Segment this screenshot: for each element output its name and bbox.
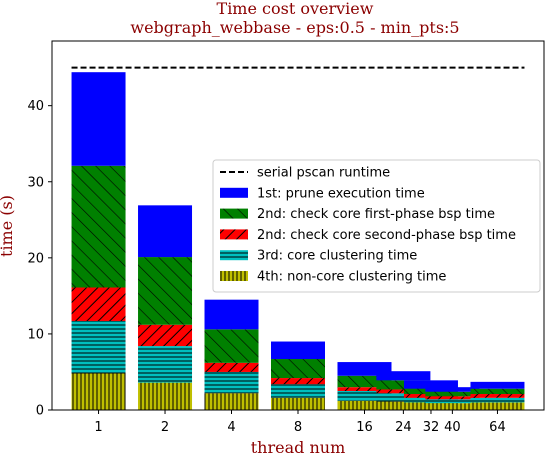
bar-segment-t24-s2: [376, 389, 431, 394]
legend-label-0: serial pscan runtime: [257, 166, 390, 181]
y-axis-ticks: 0 10 20 30 40: [27, 99, 52, 419]
x-axis-label: thread num: [251, 438, 346, 456]
bar-segment-t64-s0: [470, 402, 525, 410]
bar-segment-t64-s3: [470, 388, 525, 395]
bar-segment-t8-s3: [271, 359, 325, 379]
bar-segment-t2-s4: [138, 205, 193, 258]
bar-segment-t16-s1: [337, 390, 392, 401]
bar-segment-t24-s1: [376, 393, 431, 402]
bar-segment-t64-s4: [470, 381, 525, 389]
bar-segment-t1-s0: [71, 373, 126, 410]
bar-segment-t8-s2: [271, 378, 325, 385]
bar-segment-t64-s2: [470, 394, 525, 398]
legend-box: [212, 159, 541, 293]
bar-segment-t2-s2: [138, 324, 193, 347]
x-tick-label-8: 8: [294, 420, 302, 435]
x-tick-label-32: 32: [423, 420, 440, 435]
bar-segment-t40-s1: [425, 399, 480, 404]
y-tick-label-0: 0: [36, 404, 44, 419]
bar-segment-t2-s1: [138, 346, 193, 383]
y-tick-label-40: 40: [27, 99, 44, 114]
bars-layer: [71, 72, 525, 410]
legend-swatch-2: [220, 208, 248, 219]
bar-segment-t16-s0: [337, 400, 392, 410]
x-axis-ticks: 1 2 4 8 16 24 32 40 64: [94, 410, 506, 435]
x-tick-label-2: 2: [161, 420, 169, 435]
x-tick-label-4: 4: [227, 420, 235, 435]
legend-label-2: 2nd: check core first-phase bsp time: [257, 207, 495, 222]
bar-segment-t8-s4: [271, 341, 325, 360]
bar-segment-t16-s2: [337, 387, 392, 391]
bar-segment-t8-s0: [271, 397, 325, 410]
x-tick-label-40: 40: [444, 420, 461, 435]
x-tick-label-16: 16: [356, 420, 373, 435]
legend-swatch-3: [220, 229, 248, 240]
bar-segment-t2-s0: [138, 382, 193, 410]
x-tick-label-24: 24: [395, 420, 412, 435]
bar-segment-t40-s2: [425, 396, 480, 400]
chart-title: Time cost overview: [217, 0, 374, 18]
bar-segment-t8-s1: [271, 384, 325, 398]
bar-segment-t32-s4: [403, 380, 458, 389]
bar-segment-t4-s0: [204, 393, 259, 410]
y-tick-label-20: 20: [27, 251, 44, 266]
bar-segment-t40-s3: [425, 391, 480, 397]
bar-segment-t4-s4: [204, 299, 259, 330]
bar-segment-t24-s3: [376, 380, 431, 390]
bar-segment-t1-s3: [71, 165, 126, 288]
bar-segment-t1-s4: [71, 72, 126, 166]
legend-swatch-4: [220, 250, 248, 261]
legend-label-1: 1st: prune execution time: [257, 186, 425, 201]
x-tick-label-64: 64: [489, 420, 506, 435]
bar-segment-t40-s4: [425, 387, 480, 392]
legend: serial pscan runtime 1st: prune execution…: [212, 159, 541, 293]
legend-swatch-1: [220, 187, 248, 198]
bar-segment-t40-s0: [425, 403, 480, 410]
bar-segment-t16-s3: [337, 375, 392, 388]
bar-segment-t1-s1: [71, 320, 126, 374]
y-tick-label-10: 10: [27, 327, 44, 342]
bar-segment-t64-s1: [470, 397, 525, 403]
legend-label-4: 3rd: core clustering time: [257, 249, 417, 264]
legend-label-5: 4th: non-core clustering time: [257, 270, 446, 285]
bar-segment-t24-s4: [376, 371, 431, 381]
bar-segment-t24-s0: [376, 401, 431, 410]
bar-segment-t4-s1: [204, 371, 259, 394]
y-axis-label: time (s): [0, 195, 16, 257]
x-tick-label-1: 1: [94, 420, 102, 435]
bar-segment-t1-s2: [71, 287, 126, 321]
bar-segment-t2-s3: [138, 257, 193, 325]
legend-swatch-5: [220, 271, 248, 281]
chart-subtitle: webgraph_webbase - eps:0.5 - min_pts:5: [130, 18, 459, 37]
bar-segment-t4-s3: [204, 329, 259, 363]
y-tick-label-30: 30: [27, 175, 44, 190]
bar-segment-t4-s2: [204, 362, 259, 372]
legend-label-3: 2nd: check core second-phase bsp time: [257, 228, 516, 243]
